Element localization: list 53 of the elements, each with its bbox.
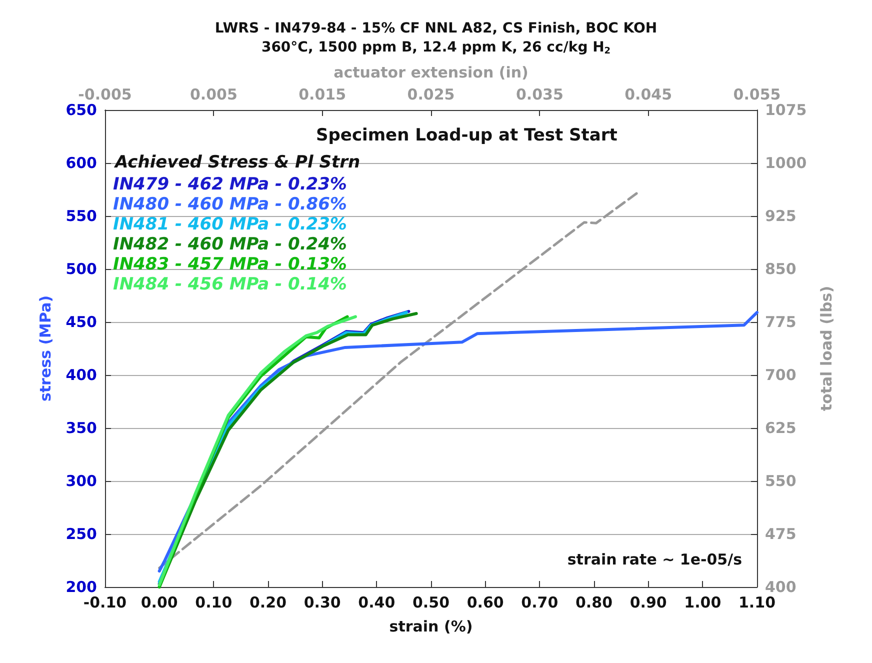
y2-tick-label: 550 [765,472,796,490]
text: IN483 - 457 MPa - 0.13% [113,254,347,274]
y2-tick-label: 1000 [765,154,807,172]
x-tick-label: 1.10 [738,594,776,612]
x2-tick-label: 0.005 [190,86,238,104]
y2-tick-label: 1075 [765,101,807,119]
x-tick-label: 0.10 [195,594,232,612]
y-tick-label: 200 [66,578,97,596]
x-tick-label: 0.20 [249,594,287,612]
x-tick-label: 0.40 [358,594,396,612]
legend-title: Achieved Stress & Pl Strn [113,152,360,172]
x2-axis-title: actuator extension (in) [334,64,528,82]
y-tick-label: 250 [66,525,97,543]
y-tick-label: 400 [66,366,97,384]
text: IN479 - 462 MPa - 0.23% [113,174,347,194]
x-tick-label: 0.00 [140,594,178,612]
y-tick-label: 500 [66,260,97,278]
x2-tick-label: 0.045 [624,86,672,104]
x-tick-label: 0.70 [521,594,558,612]
y-tick-label: 550 [66,207,97,225]
y2-tick-label: 925 [765,207,796,225]
y2-tick-label: 400 [765,578,796,596]
y-tick-label: 450 [66,313,97,331]
series-label: IN484 - 456 MPa - 0.14% [113,274,347,294]
x-tick-label: 0.90 [630,594,667,612]
text: IN481 - 460 MPa - 0.23% [113,214,347,234]
x2-tick-label: 0.055 [733,86,781,104]
x-tick-label: 0.60 [466,594,504,612]
x-axis-title: strain (%) [389,618,473,636]
x-tick-label: 1.00 [684,594,722,612]
x2-tick-label: 0.015 [298,86,346,104]
x-tick-label: 0.50 [412,594,450,612]
annotation: strain rate ~ 1e-05/s [567,550,742,568]
y2-axis-title: total load (lbs) [818,286,836,412]
x2-tick-label: -0.005 [78,86,132,104]
y-tick-label: 350 [66,419,97,437]
y-axis-title: stress (MPa) [36,295,54,402]
x-tick-label: -0.10 [83,594,127,612]
x2-tick-label: 0.025 [407,86,455,104]
text: Specimen Load-up at Test Start [316,126,618,146]
y2-tick-label: 475 [765,525,796,543]
y2-tick-label: 700 [765,366,796,384]
x-tick-label: 0.80 [575,594,613,612]
y2-tick-label: 625 [765,419,796,437]
x-tick-label: 0.30 [304,594,341,612]
text: IN480 - 460 MPa - 0.86% [113,194,347,214]
y2-tick-label: 850 [765,260,796,278]
y2-tick-label: 775 [765,313,796,331]
y-tick-label: 650 [66,101,97,119]
y-tick-label: 300 [66,472,97,490]
y-tick-label: 600 [66,154,97,172]
text: IN482 - 460 MPa - 0.24% [113,234,347,254]
x2-tick-label: 0.035 [516,86,564,104]
